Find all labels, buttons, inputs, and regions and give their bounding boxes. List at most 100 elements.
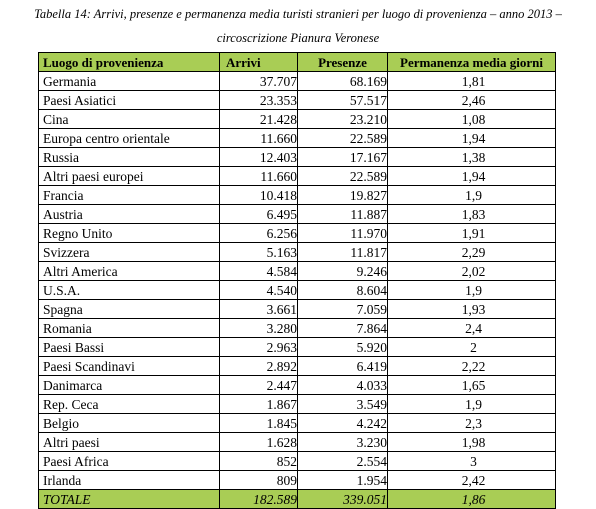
cell-permanenza: 1,83 [387, 204, 556, 224]
cell-arrivi: 23.353 [219, 90, 298, 110]
cell-permanenza: 2,3 [387, 413, 556, 433]
table-caption-subtitle: circoscrizione Pianura Veronese [216, 31, 380, 45]
cell-permanenza: 2,02 [387, 261, 556, 281]
cell-luogo: Paesi Scandinavi [38, 356, 220, 376]
cell-luogo: Russia [38, 147, 220, 167]
cell-arrivi: 809 [219, 470, 298, 490]
cell-presenze: 2.554 [297, 451, 388, 471]
table-row: Paesi Scandinavi 2.892 6.419 2,22 [38, 356, 556, 376]
table-row: U.S.A. 4.540 8.604 1,9 [38, 280, 556, 300]
cell-arrivi: 10.418 [219, 185, 298, 205]
cell-arrivi: 3.661 [219, 299, 298, 319]
cell-permanenza: 1,91 [387, 223, 556, 243]
header-luogo: Luogo di provenienza [38, 52, 220, 72]
cell-presenze: 4.242 [297, 413, 388, 433]
table-row: Altri America 4.584 9.246 2,02 [38, 261, 556, 281]
cell-permanenza: 2,4 [387, 318, 556, 338]
cell-arrivi: 37.707 [219, 71, 298, 91]
table-row: Russia 12.403 17.167 1,38 [38, 147, 556, 167]
cell-luogo: Altri paesi europei [38, 166, 220, 186]
cell-presenze: 68.169 [297, 71, 388, 91]
cell-arrivi: 3.280 [219, 318, 298, 338]
cell-luogo: U.S.A. [38, 280, 220, 300]
table-row: Europa centro orientale 11.660 22.589 1,94 [38, 128, 556, 148]
table-body: Germania 37.707 68.169 1,81 Paesi Asiatici 23… [38, 71, 556, 490]
cell-luogo: Paesi Africa [38, 451, 220, 471]
cell-arrivi: 5.163 [219, 242, 298, 262]
cell-arrivi: 2.447 [219, 375, 298, 395]
cell-permanenza: 2 [387, 337, 556, 357]
table-row: Svizzera 5.163 11.817 2,29 [38, 242, 556, 262]
cell-arrivi: 11.660 [219, 128, 298, 148]
cell-presenze: 17.167 [297, 147, 388, 167]
cell-arrivi: 2.963 [219, 337, 298, 357]
total-arrivi: 182.589 [219, 489, 298, 509]
table-row: Paesi Africa 852 2.554 3 [38, 451, 556, 471]
total-presenze: 339.051 [297, 489, 388, 509]
cell-luogo: Paesi Bassi [38, 337, 220, 357]
cell-luogo: Germania [38, 71, 220, 91]
cell-permanenza: 1,9 [387, 394, 556, 414]
cell-luogo: Rep. Ceca [38, 394, 220, 414]
cell-luogo: Cina [38, 109, 220, 129]
cell-permanenza: 1,9 [387, 280, 556, 300]
cell-presenze: 3.230 [297, 432, 388, 452]
cell-luogo: Danimarca [38, 375, 220, 395]
cell-luogo: Romania [38, 318, 220, 338]
table-row: Germania 37.707 68.169 1,81 [38, 71, 556, 91]
tourism-table: Luogo di provenienza Arrivi Presenze Per… [38, 52, 556, 509]
table-row: Austria 6.495 11.887 1,83 [38, 204, 556, 224]
cell-presenze: 11.887 [297, 204, 388, 224]
cell-presenze: 8.604 [297, 280, 388, 300]
table-header-row: Luogo di provenienza Arrivi Presenze Per… [38, 52, 556, 72]
table-row: Belgio 1.845 4.242 2,3 [38, 413, 556, 433]
cell-permanenza: 1,94 [387, 128, 556, 148]
cell-presenze: 6.419 [297, 356, 388, 376]
cell-permanenza: 2,46 [387, 90, 556, 110]
cell-permanenza: 2,42 [387, 470, 556, 490]
table-row: Romania 3.280 7.864 2,4 [38, 318, 556, 338]
table-row: Paesi Asiatici 23.353 57.517 2,46 [38, 90, 556, 110]
cell-presenze: 22.589 [297, 166, 388, 186]
cell-permanenza: 1,98 [387, 432, 556, 452]
cell-presenze: 7.059 [297, 299, 388, 319]
total-row: TOTALE 182.589 339.051 1,86 [38, 489, 556, 509]
cell-luogo: Paesi Asiatici [38, 90, 220, 110]
cell-luogo: Belgio [38, 413, 220, 433]
cell-luogo: Altri paesi [38, 432, 220, 452]
table-row: Rep. Ceca 1.867 3.549 1,9 [38, 394, 556, 414]
cell-arrivi: 4.584 [219, 261, 298, 281]
cell-permanenza: 1,08 [387, 109, 556, 129]
cell-arrivi: 6.495 [219, 204, 298, 224]
cell-luogo: Europa centro orientale [38, 128, 220, 148]
cell-arrivi: 1.867 [219, 394, 298, 414]
cell-presenze: 7.864 [297, 318, 388, 338]
cell-arrivi: 12.403 [219, 147, 298, 167]
cell-luogo: Irlanda [38, 470, 220, 490]
cell-permanenza: 1,81 [387, 71, 556, 91]
cell-arrivi: 1.628 [219, 432, 298, 452]
cell-arrivi: 11.660 [219, 166, 298, 186]
cell-luogo: Svizzera [38, 242, 220, 262]
table-caption: Tabella 14: Arrivi, presenze e permanenz… [34, 7, 562, 21]
cell-permanenza: 1,38 [387, 147, 556, 167]
cell-presenze: 23.210 [297, 109, 388, 129]
cell-permanenza: 2,29 [387, 242, 556, 262]
cell-presenze: 57.517 [297, 90, 388, 110]
cell-permanenza: 3 [387, 451, 556, 471]
table-row: Spagna 3.661 7.059 1,93 [38, 299, 556, 319]
table-row: Cina 21.428 23.210 1,08 [38, 109, 556, 129]
table-row: Francia 10.418 19.827 1,9 [38, 185, 556, 205]
cell-luogo: Regno Unito [38, 223, 220, 243]
table-row: Regno Unito 6.256 11.970 1,91 [38, 223, 556, 243]
cell-presenze: 11.817 [297, 242, 388, 262]
cell-presenze: 11.970 [297, 223, 388, 243]
cell-presenze: 22.589 [297, 128, 388, 148]
cell-arrivi: 4.540 [219, 280, 298, 300]
table-row: Altri paesi europei 11.660 22.589 1,94 [38, 166, 556, 186]
table-row: Paesi Bassi 2.963 5.920 2 [38, 337, 556, 357]
cell-presenze: 5.920 [297, 337, 388, 357]
cell-arrivi: 6.256 [219, 223, 298, 243]
header-presenze: Presenze [297, 52, 388, 72]
cell-permanenza: 1,9 [387, 185, 556, 205]
